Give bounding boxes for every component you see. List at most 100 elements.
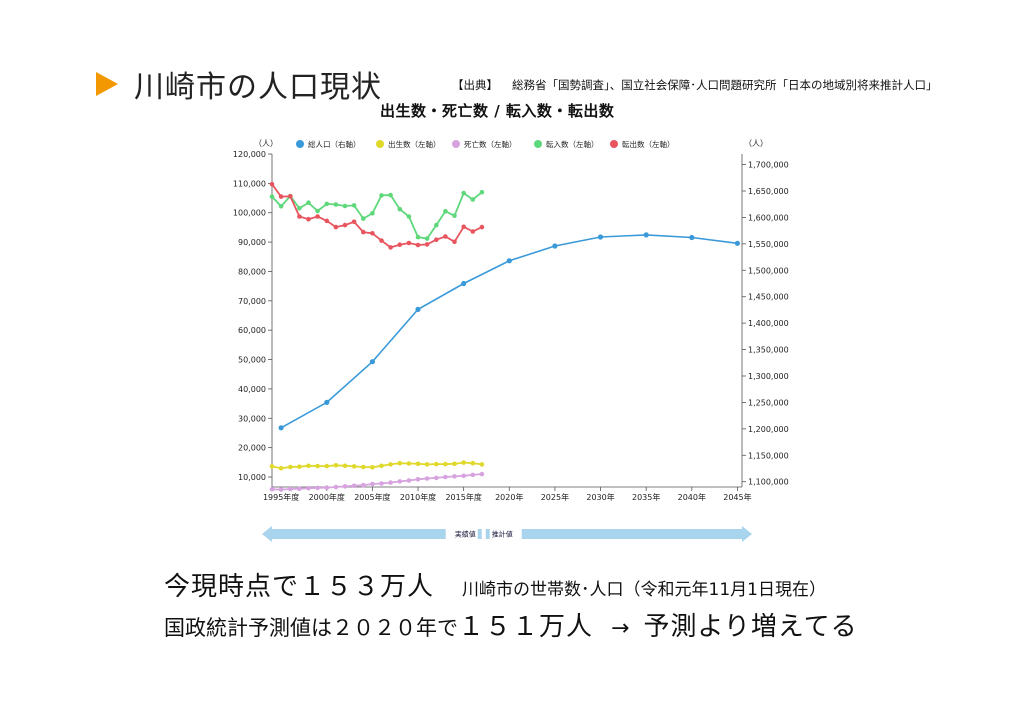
data-point-deaths	[415, 477, 421, 482]
forecast-prefix: 国政統計予測値は２０２０年で	[164, 616, 458, 640]
left-tick-label: 30,000	[238, 414, 266, 423]
data-point-births	[388, 462, 393, 467]
data-point-births	[470, 460, 476, 466]
data-point-out_migration	[361, 229, 366, 235]
right-tick-label: 1,450,000	[748, 293, 789, 302]
left-tick-label: 90,000	[238, 238, 266, 247]
data-point-out_migration	[306, 216, 311, 222]
series-deaths	[269, 471, 485, 492]
phase-bands: 実績値 推計値	[262, 526, 752, 542]
data-point-births	[306, 463, 311, 469]
data-point-out_migration	[443, 234, 448, 239]
data-point-out_migration	[397, 242, 403, 247]
data-point-total	[369, 359, 375, 365]
message-line-2: 国政統計予測値は２０２０年で１５１万人 → 予測より増えてる	[164, 606, 858, 643]
legend-label-births: 出生数（左軸）	[388, 139, 441, 149]
x-tick-label: 2015年度	[445, 492, 481, 502]
phase-label-1: 推計値	[492, 530, 513, 539]
data-point-in_migration	[434, 222, 439, 228]
left-tick-label: 40,000	[238, 385, 266, 394]
data-point-out_migration	[388, 245, 393, 250]
data-point-out_migration	[452, 239, 457, 245]
x-tick-label: 2045年	[723, 492, 751, 502]
data-point-in_migration	[406, 214, 412, 219]
right-tick-label: 1,100,000	[748, 478, 789, 487]
data-point-in_migration	[315, 208, 320, 214]
right-tick-label: 1,250,000	[748, 398, 789, 407]
data-point-births	[379, 463, 384, 469]
left-tick-label: 110,000	[233, 179, 266, 188]
data-point-births	[397, 460, 403, 466]
legend-label-deaths: 死亡数（左軸）	[464, 139, 517, 149]
data-point-births	[461, 460, 467, 465]
data-point-in_migration	[361, 216, 366, 221]
data-point-deaths	[388, 480, 393, 485]
data-point-out_migration	[470, 229, 476, 234]
phase-label-bg	[489, 529, 522, 539]
data-point-total	[278, 425, 284, 431]
data-point-deaths	[361, 482, 366, 488]
data-point-births	[424, 462, 430, 467]
data-point-births	[479, 462, 485, 467]
data-point-births	[443, 461, 448, 467]
right-tick-label: 1,500,000	[748, 266, 789, 275]
data-point-births	[361, 464, 366, 470]
data-point-out_migration	[324, 218, 330, 224]
data-point-births	[370, 465, 375, 470]
data-point-total	[689, 234, 695, 241]
data-point-deaths	[288, 486, 293, 492]
right-axis-unit: （人）	[744, 139, 768, 148]
source-label: 【出典】	[452, 78, 498, 92]
data-point-births	[406, 461, 412, 466]
data-point-in_migration	[388, 192, 393, 198]
right-tick-label: 1,150,000	[748, 451, 789, 460]
x-tick-label: 2025年	[541, 492, 569, 502]
slide-title: 川崎市の人口現状	[134, 70, 382, 105]
data-point-total	[415, 306, 421, 312]
data-point-out_migration	[297, 214, 302, 219]
data-point-out_migration	[461, 224, 467, 230]
right-tick-label: 1,200,000	[748, 425, 789, 434]
data-point-total	[552, 243, 558, 249]
x-tick-label: 2005年度	[354, 492, 390, 502]
data-point-in_migration	[278, 204, 284, 209]
current-population-statement: 今現時点で１５３万人	[164, 572, 435, 602]
series-in_migration	[269, 189, 485, 241]
left-tick-label: 50,000	[238, 356, 266, 365]
data-point-births	[351, 464, 357, 469]
data-point-out_migration	[424, 242, 430, 247]
legend-marker-in_migration	[534, 140, 542, 148]
data-point-deaths	[297, 486, 302, 492]
data-point-out_migration	[269, 181, 275, 187]
data-point-deaths	[443, 474, 448, 480]
data-point-in_migration	[424, 236, 430, 241]
legend-label-total: 総人口（右軸）	[308, 139, 361, 149]
left-tick-label: 70,000	[238, 297, 266, 306]
data-point-total	[461, 280, 467, 287]
data-point-in_migration	[306, 200, 311, 205]
data-point-in_migration	[333, 202, 339, 207]
data-point-births	[278, 465, 284, 471]
left-tick-label: 10,000	[238, 473, 266, 482]
series-total	[278, 232, 741, 431]
forecast-conclusion: 予測より増えてる	[643, 612, 858, 642]
data-point-deaths	[479, 471, 485, 477]
legend-marker-births	[376, 140, 384, 148]
data-point-total	[324, 399, 330, 405]
right-tick-label: 1,550,000	[748, 240, 789, 249]
data-point-deaths	[397, 479, 403, 484]
data-point-deaths	[370, 481, 375, 487]
left-tick-label: 20,000	[238, 444, 266, 453]
series-line-in_migration	[271, 191, 483, 240]
data-point-deaths	[306, 485, 311, 491]
message-line-1: 今現時点で１５３万人 川崎市の世帯数･人口（令和元年11月1日現在）	[164, 566, 826, 603]
data-point-in_migration	[415, 234, 421, 240]
data-point-deaths	[269, 487, 275, 492]
x-tick-label: 2030年	[586, 492, 614, 502]
data-point-in_migration	[379, 193, 384, 198]
source-citation: 【出典】 総務省「国勢調査」、国立社会保障･人口問題研究所「日本の地域別将来推計人…	[452, 77, 938, 93]
right-arrow-icon: →	[611, 616, 630, 641]
data-point-deaths	[351, 483, 357, 489]
data-point-deaths	[406, 478, 412, 483]
